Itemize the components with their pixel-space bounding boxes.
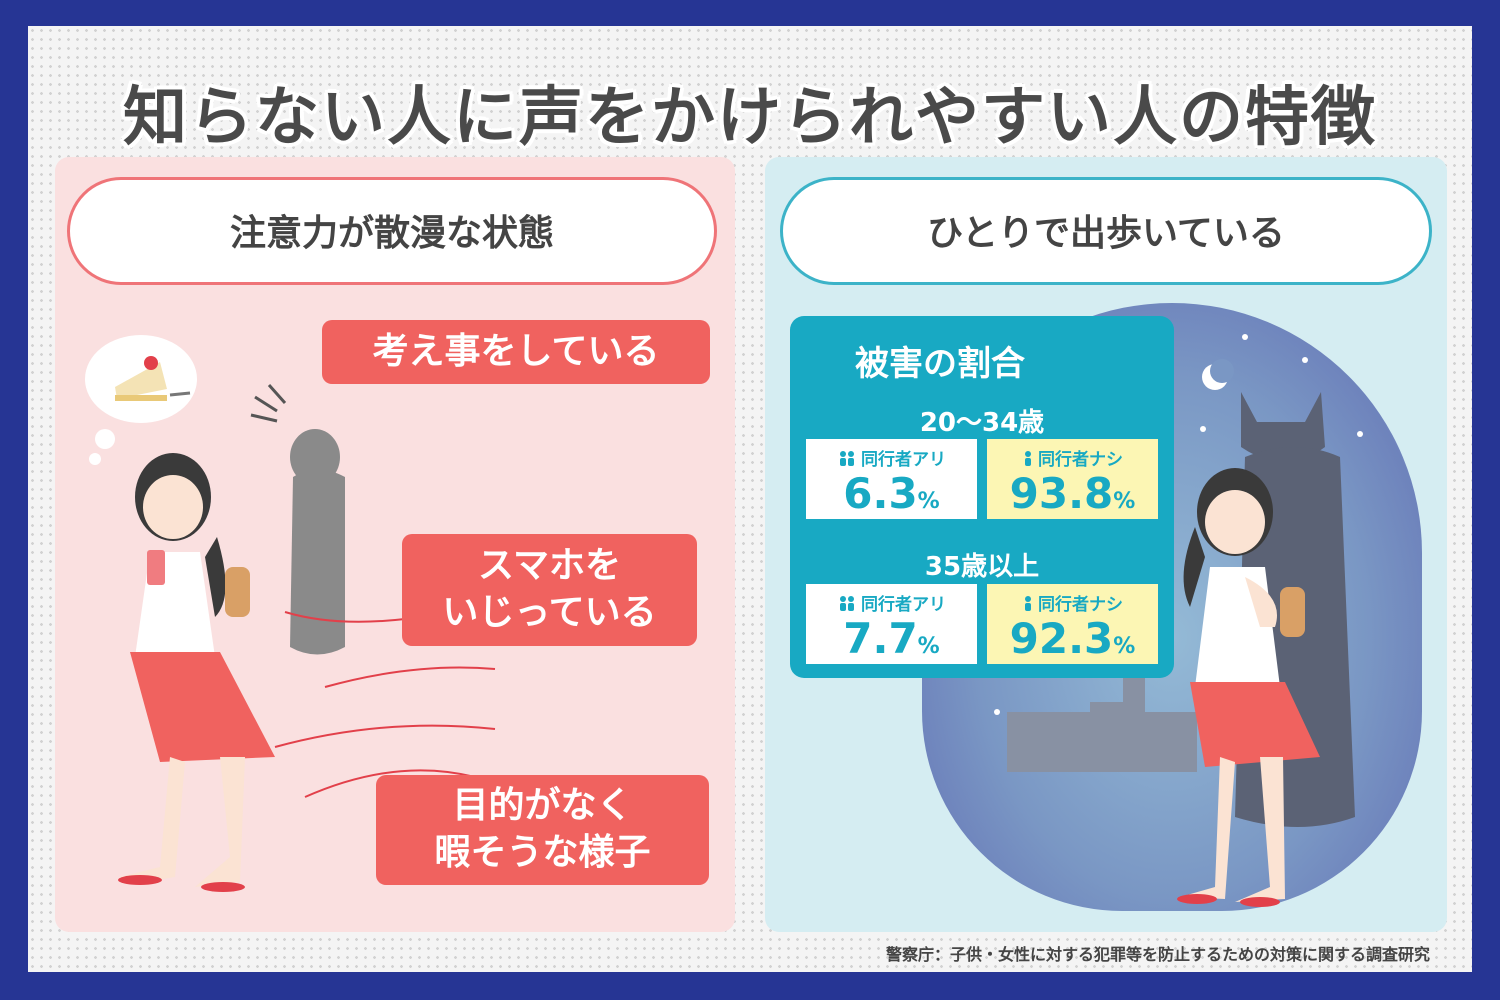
stat-unit: % [917,489,940,514]
stat-cell-without-companion: 同行者ナシ 93.8% [987,439,1158,519]
trait-box-thinking: 考え事をしている [322,320,710,384]
star-icon [994,334,1363,715]
stat-cell-with-companion: 同行者アリ 6.3% [806,439,977,519]
moon-icon [1202,359,1234,390]
trait-line: 暇そうな様子 [434,832,651,873]
page-title: 知らない人に声をかけられやすい人の特徴 [123,81,1377,155]
stat-value: 6.3 [843,469,918,518]
right-illustration [765,157,1447,932]
left-illustration [55,157,735,932]
damage-ratio-box: 被害の割合 20〜34歳 同行者アリ 6.3% 同行者ナシ 93.8% 35歳以… [790,316,1174,678]
trait-line: 目的がなく [452,785,633,827]
stat-label: 同行者ナシ [1038,595,1123,615]
two-people-icon [840,595,854,611]
one-person-icon [1025,595,1031,611]
stat-label: 同行者アリ [861,450,946,470]
stat-cell-without-companion: 同行者ナシ 92.3% [987,584,1158,664]
right-heading: ひとりで出歩いている [780,177,1432,285]
girl-with-phone-icon [118,453,275,892]
one-person-icon [1025,450,1031,466]
stat-label: 同行者アリ [861,595,946,615]
stat-value: 93.8 [1009,469,1114,518]
stat-unit: % [1113,634,1136,659]
trait-box-phone: スマホを いじっている [402,534,697,646]
source-citation: 警察庁：子供・女性に対する犯罪等を防止するための対策に関する調査研究 [885,945,1430,964]
stat-unit: % [917,634,940,659]
stats-title: 被害の割合 [855,344,1025,384]
trait-line: 考え事をしている [372,330,660,372]
shadow-figure-icon [250,384,345,655]
trait-box-idle: 目的がなく 暇そうな様子 [376,775,709,885]
trait-line: いじっている [442,592,657,633]
age-group-label: 20〜34歳 [919,408,1045,438]
stat-value: 92.3 [1009,614,1114,663]
stat-label: 同行者ナシ [1038,450,1123,470]
stat-cell-with-companion: 同行者アリ 7.7% [806,584,977,664]
thought-bubble-icon [85,335,197,465]
two-people-icon [840,450,854,466]
city-skyline-icon [1007,677,1197,772]
trait-line: スマホを [478,545,621,587]
stat-unit: % [1113,489,1136,514]
age-group-label: 35歳以上 [924,552,1040,582]
scared-girl-icon [1177,468,1320,907]
stat-value: 7.7 [843,614,918,663]
left-heading: 注意力が散漫な状態 [67,177,717,285]
